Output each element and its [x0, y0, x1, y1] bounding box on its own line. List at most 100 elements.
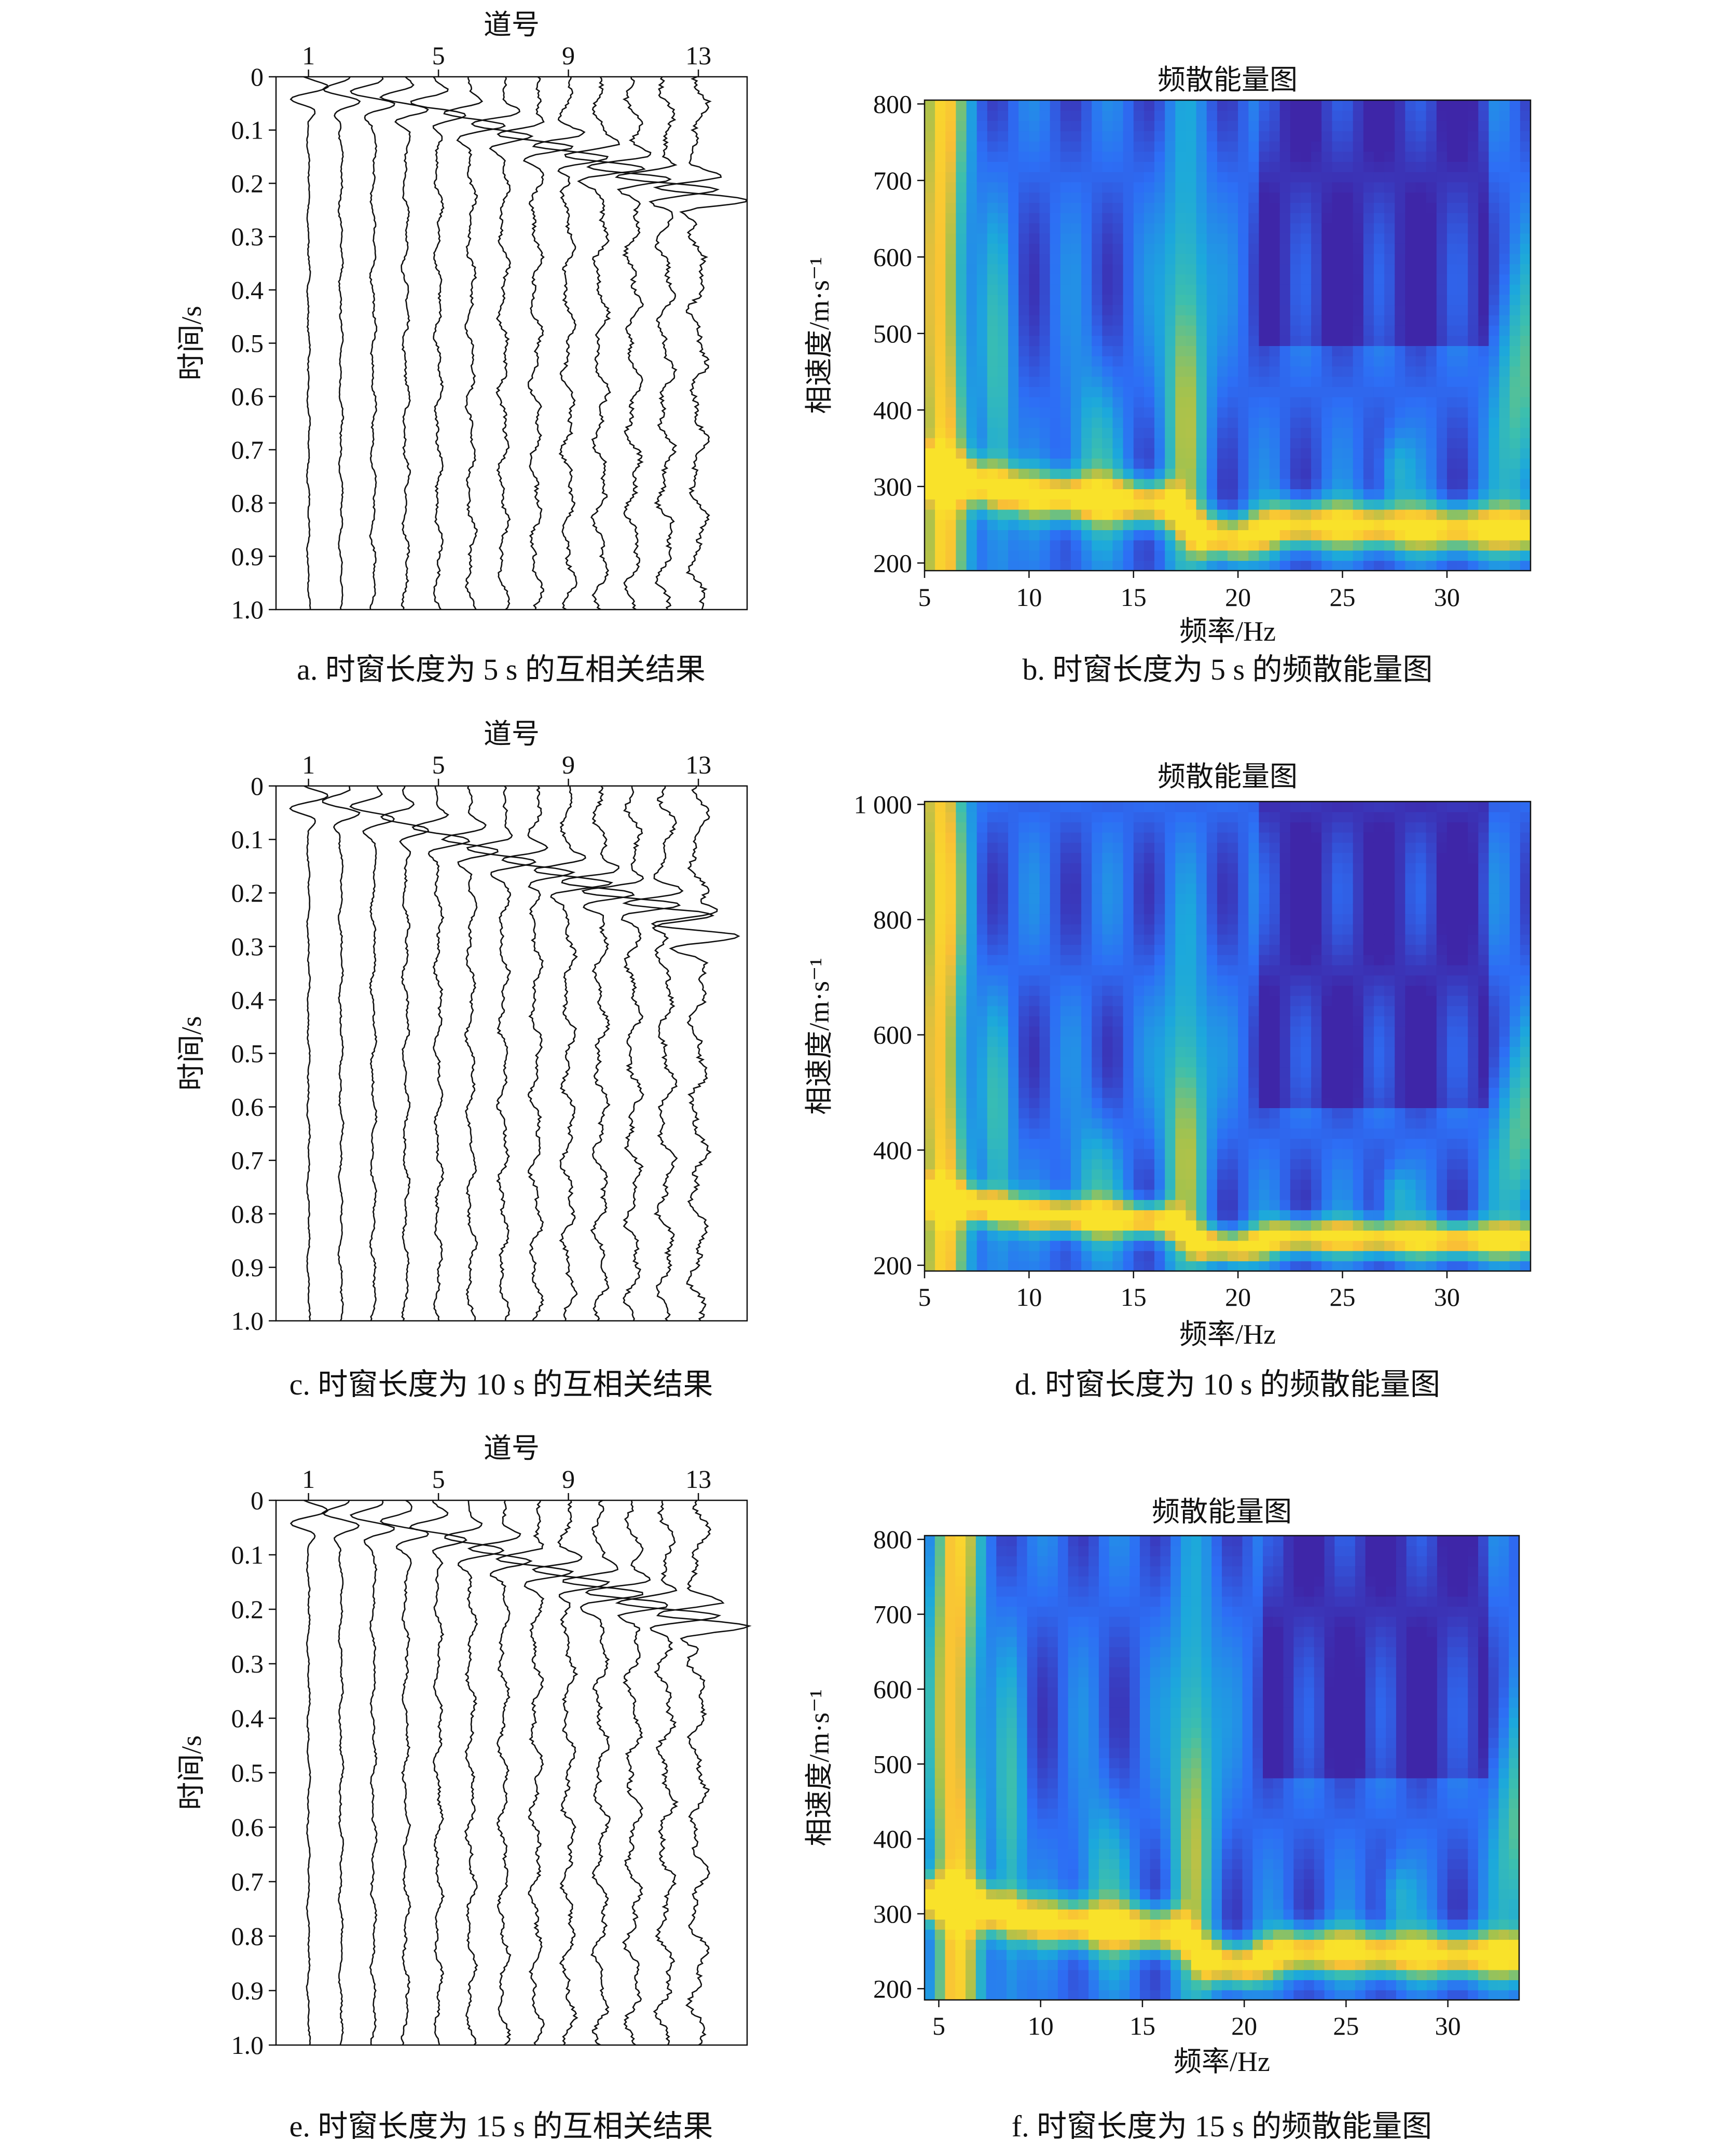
- heatmap-cell: [1123, 1179, 1134, 1190]
- heatmap-cell: [1489, 366, 1500, 377]
- heatmap-cell: [1238, 1108, 1249, 1119]
- heatmap-cell: [1520, 530, 1531, 541]
- heatmap-cell: [925, 852, 935, 863]
- heatmap-cell: [1039, 437, 1051, 449]
- heatmap-cell: [1332, 964, 1343, 976]
- heatmap-cell: [1154, 852, 1165, 863]
- heatmap-cell: [1279, 131, 1291, 142]
- heatmap-cell: [1279, 540, 1291, 551]
- heatmap-cell: [1228, 335, 1238, 346]
- heatmap-cell: [1373, 396, 1385, 408]
- heatmap-cell: [1446, 120, 1458, 131]
- heatmap-cell: [1499, 448, 1510, 459]
- heatmap-cell: [1373, 161, 1385, 172]
- heatmap-cell: [1321, 540, 1333, 551]
- heatmap-cell: [1395, 499, 1406, 510]
- heatmap-cell: [1279, 325, 1291, 336]
- heatmap-cell: [1415, 120, 1427, 131]
- heatmap-cell: [1384, 852, 1395, 863]
- heatmap-cell: [956, 1148, 967, 1159]
- heatmap-cell: [956, 540, 967, 551]
- heatmap-cell: [1499, 141, 1510, 152]
- heatmap-cell: [1426, 315, 1437, 326]
- heatmap-cell: [1238, 284, 1249, 295]
- heatmap-cell: [1436, 172, 1448, 183]
- heatmap-cell: [1154, 873, 1165, 884]
- heatmap-cell: [1415, 182, 1427, 193]
- heatmap-cell: [1081, 519, 1092, 530]
- heatmap-cell: [1081, 852, 1092, 863]
- heatmap-cell: [1112, 842, 1124, 853]
- heatmap-cell: [1248, 427, 1260, 438]
- heatmap-cell: [1301, 975, 1312, 986]
- heatmap-cell: [1353, 832, 1364, 843]
- heatmap-cell: [1290, 131, 1301, 142]
- heatmap-cell: [1008, 519, 1019, 530]
- y-tick-label: 0.6: [231, 382, 264, 411]
- heatmap-cell: [945, 822, 957, 833]
- heatmap-cell: [1228, 924, 1238, 935]
- heatmap-cell: [1154, 985, 1165, 996]
- heatmap-cell: [1060, 1036, 1071, 1047]
- heatmap-cell: [1123, 1036, 1134, 1047]
- heatmap-cell: [1186, 1169, 1197, 1180]
- heatmap-cell: [1133, 873, 1145, 884]
- heatmap-cell: [1081, 386, 1092, 397]
- heatmap-cell: [1039, 1128, 1051, 1139]
- heatmap-cell: [1206, 437, 1218, 449]
- heatmap-cell: [1363, 417, 1374, 428]
- heatmap-cell: [1165, 832, 1176, 843]
- heatmap-cell: [1405, 478, 1416, 489]
- heatmap-cell: [1050, 253, 1061, 265]
- heatmap-cell: [1405, 832, 1416, 843]
- heatmap-cell: [925, 509, 935, 520]
- heatmap-cell: [987, 253, 998, 265]
- heatmap-cell: [1092, 1240, 1103, 1251]
- heatmap-cell: [1039, 1230, 1051, 1241]
- heatmap-cell: [1436, 100, 1448, 111]
- heatmap-cell: [966, 852, 977, 863]
- heatmap-cell: [935, 852, 946, 863]
- heatmap-cell: [1520, 407, 1531, 418]
- heatmap-cell: [1332, 192, 1343, 203]
- heatmap-cell: [1301, 540, 1312, 551]
- heatmap-cell: [1290, 110, 1301, 121]
- heatmap-cell: [1405, 1158, 1416, 1170]
- heatmap-cell: [1248, 842, 1260, 853]
- heatmap-cell: [1029, 325, 1040, 336]
- heatmap-cell: [1217, 964, 1228, 976]
- heatmap-cell: [987, 417, 998, 428]
- heatmap-cell: [1018, 1128, 1030, 1139]
- heatmap-cell: [998, 202, 1009, 213]
- heatmap-cell: [1196, 335, 1207, 346]
- heatmap-cell: [1499, 427, 1510, 438]
- heatmap-cell: [1102, 1199, 1113, 1210]
- heatmap-cell: [1206, 883, 1218, 894]
- heatmap-cell: [1008, 1240, 1019, 1251]
- heatmap-cell: [935, 1250, 946, 1262]
- heatmap-cell: [998, 315, 1009, 326]
- heatmap-cell: [1018, 182, 1030, 193]
- heatmap-cell: [1342, 284, 1354, 295]
- heatmap-cell: [1070, 1117, 1082, 1129]
- heatmap-cell: [1269, 863, 1280, 874]
- heatmap-cell: [987, 355, 998, 367]
- heatmap-cell: [1154, 386, 1165, 397]
- heatmap-cell: [1446, 427, 1458, 438]
- heatmap-cell: [1290, 1240, 1301, 1251]
- heatmap-cell: [1112, 1179, 1124, 1190]
- heatmap-cell: [1050, 842, 1061, 853]
- heatmap-cell: [1321, 294, 1333, 306]
- heatmap-cell: [1499, 243, 1510, 254]
- heatmap-cell: [1186, 315, 1197, 326]
- heatmap-cell: [1248, 873, 1260, 884]
- heatmap-cell: [935, 802, 946, 812]
- heatmap-cell: [1446, 499, 1458, 510]
- heatmap-cell: [987, 1036, 998, 1047]
- heatmap-cell: [1342, 509, 1354, 520]
- heatmap-cell: [1499, 253, 1510, 265]
- heatmap-cell: [1123, 975, 1134, 986]
- heatmap-cell: [1228, 355, 1238, 367]
- heatmap-cell: [935, 427, 946, 438]
- y-tick-label: 0.7: [231, 435, 264, 464]
